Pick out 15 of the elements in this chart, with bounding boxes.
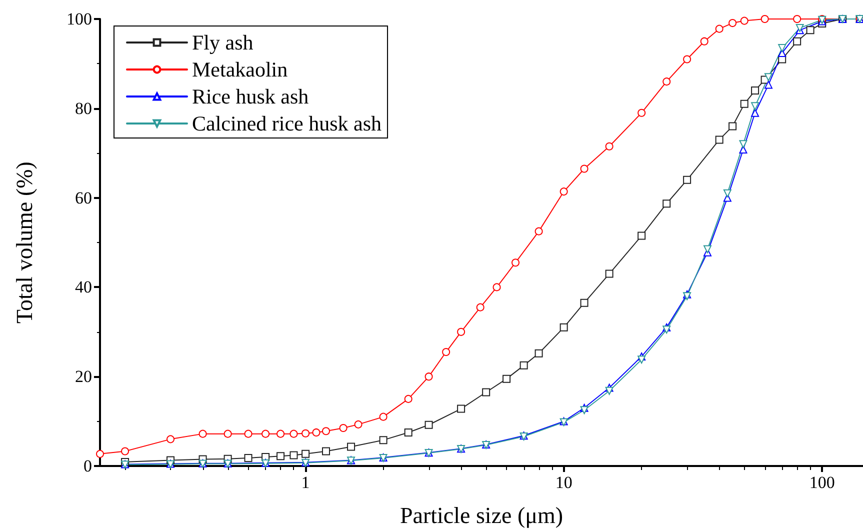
x-tick-label: 10 (555, 473, 572, 492)
y-axis-title: Total volume (%) (12, 162, 37, 324)
y-tick-label: 80 (75, 98, 92, 118)
legend-label: Calcined rice husk ash (192, 112, 382, 136)
y-tick-label: 100 (66, 10, 92, 28)
x-axis-title: Particle size (μm) (400, 503, 564, 528)
legend-label: Metakaolin (192, 58, 288, 82)
x-tick-label: 1 (301, 473, 310, 492)
legend-label: Fly ash (192, 30, 254, 54)
legend-label: Rice husk ash (192, 84, 310, 108)
y-tick-label: 60 (75, 188, 92, 208)
x-tick-label: 100 (809, 473, 835, 492)
y-tick-label: 20 (75, 367, 92, 386)
y-tick-label: 0 (84, 456, 92, 476)
y-tick-label: 40 (75, 278, 92, 297)
